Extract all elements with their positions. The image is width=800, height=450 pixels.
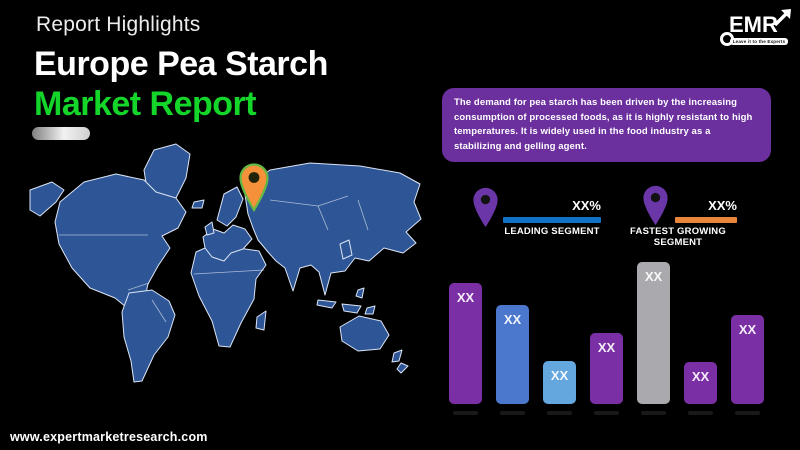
page-title: Europe Pea Starch (34, 45, 328, 83)
landmass (191, 199, 205, 209)
emr-logo-tagline: Leave it to the Experts (730, 38, 788, 45)
chart-bar-label: XX (550, 368, 569, 383)
segment-label: FASTEST GROWING SEGMENT (630, 226, 726, 248)
info-text: The demand for pea starch has been drive… (454, 97, 753, 152)
landmass (316, 299, 337, 309)
chart-bar-label: XX (503, 312, 522, 327)
chart-bar-label: XX (738, 322, 757, 337)
emr-logo: EMR Leave it to the Experts (712, 8, 798, 50)
landmass (190, 243, 267, 348)
landmass (396, 362, 409, 374)
chart-bar-label: XX (691, 369, 710, 384)
segment-value: XX% (708, 198, 737, 213)
landmass (339, 239, 353, 260)
bar-chart: XX XX XX XX XX XX XX (449, 254, 768, 415)
chart-bar: XX (684, 362, 717, 415)
landmass (255, 310, 267, 331)
segment-label: LEADING SEGMENT (504, 226, 600, 237)
chart-bar: XX (496, 305, 529, 415)
chart-bar-label: XX (456, 290, 475, 305)
chart-bar: XX (637, 262, 670, 415)
map-pin-icon (239, 163, 269, 213)
segment-pin-icon (643, 185, 668, 226)
landmass (391, 349, 403, 363)
website-url[interactable]: www.expertmarketresearch.com (10, 430, 208, 444)
segment-pin-icon (473, 187, 498, 228)
landmass (54, 173, 187, 329)
landmass (341, 303, 362, 314)
landmass (29, 181, 65, 217)
landmass (216, 186, 244, 227)
arrow-up-right-icon (773, 9, 791, 26)
landmass (355, 287, 365, 299)
emr-logo-text: EMR (729, 12, 778, 37)
segment-underline (503, 217, 601, 223)
segment-underline (675, 217, 737, 223)
landmass (121, 289, 176, 383)
divider-pill (32, 127, 90, 140)
landmass (364, 305, 376, 315)
landmass (202, 224, 253, 262)
world-map (29, 143, 422, 383)
landmass (243, 162, 422, 296)
info-box: The demand for pea starch has been drive… (442, 88, 771, 162)
chart-bar: XX (543, 361, 576, 415)
page-subtitle: Market Report (34, 85, 257, 123)
landmass (339, 315, 390, 352)
landmass (204, 221, 215, 236)
chart-bar-label: XX (597, 340, 616, 355)
chart-bar: XX (449, 283, 482, 415)
segment-value: XX% (572, 198, 601, 213)
chart-bar-label: XX (644, 269, 663, 284)
chart-bar: XX (731, 315, 764, 415)
chart-bar: XX (590, 333, 623, 415)
report-eyebrow: Report Highlights (36, 13, 201, 36)
